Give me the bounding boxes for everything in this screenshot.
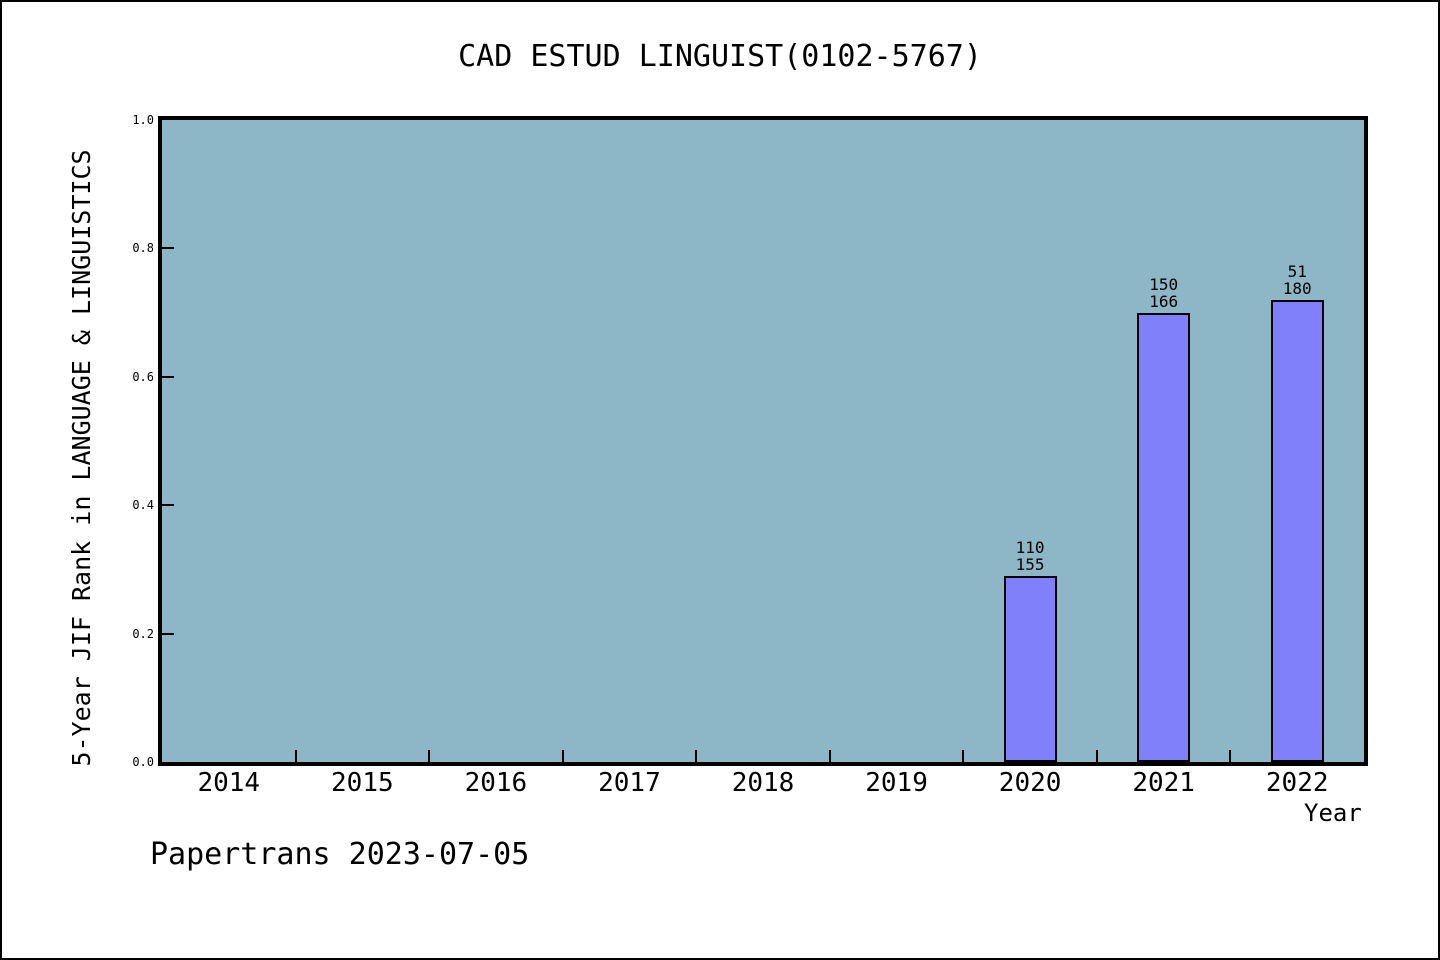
x-tick-mark: [828, 750, 831, 762]
bar: [1003, 576, 1057, 762]
x-tick-mark: [294, 750, 297, 762]
x-tick-label: 2017: [598, 768, 661, 798]
x-axis-label: Year: [1304, 799, 1362, 827]
x-tick-label: 2018: [731, 768, 795, 798]
bar-value-label: 110 155: [1015, 538, 1045, 574]
y-tick-label: 0.8: [132, 241, 154, 256]
x-tick-mark: [695, 750, 698, 762]
bar-value-label: 51 180: [1282, 262, 1312, 298]
x-tick-label: 2015: [331, 768, 394, 798]
y-tick-label: 0.2: [132, 626, 154, 641]
x-tick-label: 2021: [1132, 768, 1195, 798]
x-tick-label: 2016: [464, 768, 528, 798]
x-tick-label: 2022: [1265, 768, 1329, 798]
y-tick-label: 0.4: [132, 498, 154, 513]
y-tick-label: 0.0: [132, 755, 154, 769]
footer-text: Papertrans 2023-07-05: [150, 837, 530, 872]
y-axis-label: 5-Year JIF Rank in LANGUAGE & LINGUISTIC…: [67, 149, 96, 767]
y-tick-label: 0.6: [132, 369, 154, 384]
bar: [1137, 313, 1191, 762]
x-tick-mark: [1095, 750, 1098, 762]
x-tick-mark: [428, 750, 431, 762]
y-tick-mark: [162, 375, 174, 378]
y-tick-mark: [162, 504, 174, 507]
y-tick-mark: [162, 247, 174, 250]
x-tick-label: 2019: [865, 768, 928, 798]
x-tick-mark: [1229, 750, 1232, 762]
bar-value-label: 150 166: [1149, 275, 1179, 311]
chart-title: CAD ESTUD LINGUIST(0102-5767): [458, 39, 982, 74]
plot-area: 110 155 150 166 51 180: [158, 116, 1368, 766]
x-tick-label: 2014: [197, 768, 261, 798]
y-tick-label: 1.0: [132, 113, 154, 127]
x-tick-mark: [962, 750, 965, 762]
bar: [1270, 300, 1324, 762]
x-tick-label: 2020: [998, 768, 1062, 798]
x-tick-mark: [561, 750, 564, 762]
y-tick-mark: [162, 632, 174, 635]
